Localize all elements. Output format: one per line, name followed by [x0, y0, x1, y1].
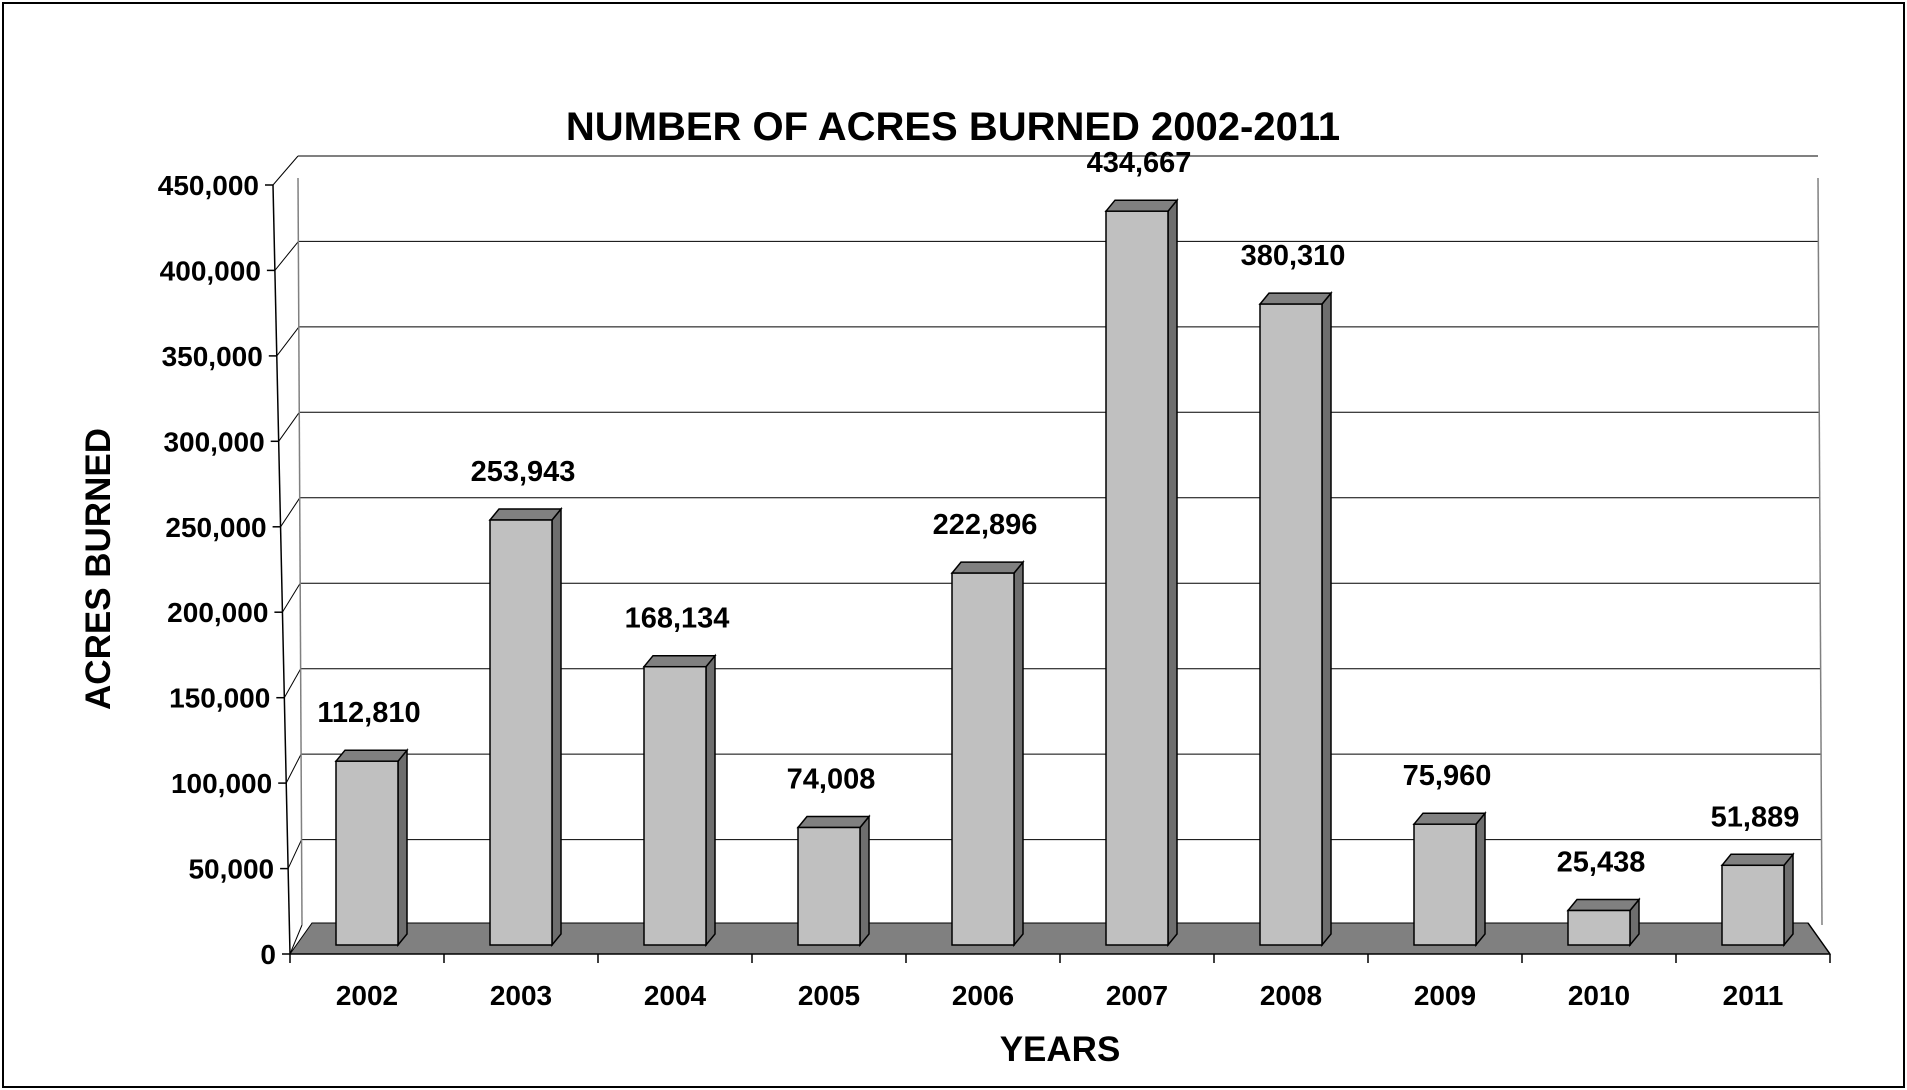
y-tick-label: 150,000 [169, 683, 270, 714]
y-tick-labels-group: 0 50,000 100,000 150,000 200,000 250,000 300,0… [158, 170, 276, 970]
data-labels-group: 112,810 253,943 168,134 74,008 222,896 434,66… [317, 147, 1799, 878]
data-label-2005: 74,008 [787, 764, 876, 796]
bar-top [1104, 199, 1179, 212]
chart-title: NUMBER OF ACRES BURNED 2002-2011 [566, 105, 1340, 149]
gridline-side [274, 241, 299, 271]
x-tick-label-2007: 2007 [1106, 980, 1168, 1011]
back-wall-left-edge [297, 177, 303, 926]
gridline-side [280, 497, 301, 528]
bar-2006 [951, 572, 1015, 946]
gridline-side [281, 582, 301, 613]
y-tick-label: 300,000 [163, 426, 264, 457]
bars-group [334, 198, 1795, 948]
x-tick-label-2003: 2003 [490, 980, 552, 1011]
bar-side [1013, 559, 1024, 948]
bar-side [397, 748, 408, 948]
bar-top [796, 815, 871, 829]
x-tick-label-2008: 2008 [1260, 980, 1322, 1011]
y-axis-line [272, 184, 291, 955]
data-label-2003: 253,943 [471, 456, 576, 488]
data-label-2006: 222,896 [933, 509, 1038, 541]
gridline-side [278, 412, 300, 442]
bar-2007 [1105, 210, 1169, 946]
bar-side [551, 506, 562, 948]
bar-side [1167, 198, 1178, 948]
bar-top [334, 749, 409, 762]
x-tick-label-2011: 2011 [1723, 980, 1784, 1011]
bar-2002 [335, 760, 399, 946]
gridline-side [289, 924, 303, 955]
y-tick-label: 250,000 [165, 512, 266, 543]
gridline-side [287, 839, 303, 869]
x-tick-label-2005: 2005 [798, 980, 860, 1011]
y-axis-title: ACRES BURNED [79, 428, 118, 710]
y-tick-label: 350,000 [162, 341, 263, 372]
data-label-2007: 434,667 [1087, 147, 1192, 179]
bar-2004 [643, 665, 707, 946]
y-tick-label: 450,000 [158, 170, 259, 201]
bar-side [1321, 290, 1332, 948]
y-tick-label: 100,000 [171, 768, 272, 799]
floor-right-edge [1807, 922, 1831, 955]
y-tick-label: 0 [260, 939, 276, 970]
bar-side [1475, 811, 1486, 948]
bar-2003 [489, 519, 553, 946]
x-tick-label-2002: 2002 [336, 980, 398, 1011]
bar-top [488, 508, 563, 521]
bar-top [1566, 898, 1641, 912]
bar-2008 [1259, 303, 1323, 946]
bar-side [859, 814, 870, 948]
gridline-side [285, 753, 302, 784]
data-label-2011: 51,889 [1711, 801, 1800, 833]
x-tick-label-2004: 2004 [644, 980, 707, 1011]
bar-top [1258, 292, 1333, 305]
x-tick-label-2009: 2009 [1414, 980, 1476, 1011]
y-tick-label: 50,000 [188, 854, 274, 885]
data-label-2002: 112,810 [317, 697, 420, 729]
gridline-side [272, 155, 299, 186]
bar-top [642, 654, 717, 668]
bar-top [950, 561, 1025, 574]
x-tick-labels-group: 2002 2003 2004 2005 2006 2007 2008 2009 2010 2011 [336, 980, 1784, 1011]
data-label-2009: 75,960 [1403, 760, 1492, 792]
gridline-side [276, 326, 300, 357]
y-tick-label: 200,000 [167, 597, 268, 628]
back-wall-right-edge [1817, 177, 1823, 926]
bar-2005 [797, 826, 861, 946]
bar-2011 [1721, 864, 1785, 946]
bar-2010 [1567, 909, 1631, 946]
bar-side [705, 653, 716, 948]
x-tick-label-2006: 2006 [952, 980, 1014, 1011]
data-label-2008: 380,310 [1241, 240, 1346, 272]
bar-top [1412, 812, 1487, 825]
data-label-2004: 168,134 [625, 603, 730, 635]
x-tick-label-2010: 2010 [1568, 980, 1630, 1011]
y-tick-label: 400,000 [160, 255, 261, 286]
gridline-side [283, 668, 302, 698]
bar-top [1720, 853, 1795, 867]
x-axis-title: YEARS [1000, 1030, 1121, 1069]
data-label-2010: 25,438 [1557, 847, 1646, 879]
bar-side [1783, 852, 1794, 948]
axes-group [265, 184, 1831, 963]
bar-2009 [1413, 823, 1477, 946]
